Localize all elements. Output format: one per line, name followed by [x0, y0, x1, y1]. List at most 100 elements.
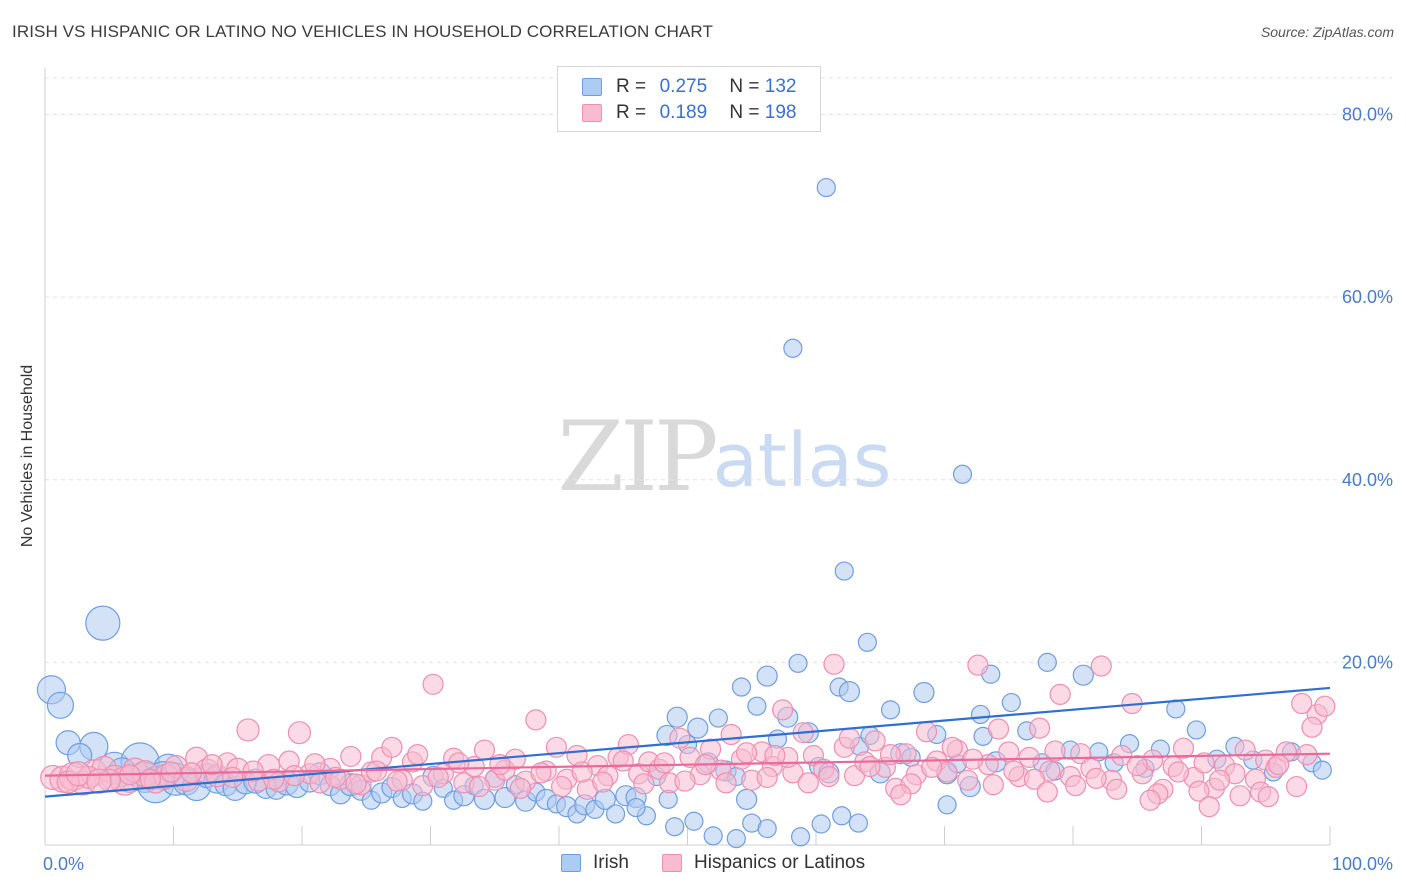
hispanic-point — [427, 766, 449, 789]
series-legend-irish[interactable]: Irish — [561, 852, 629, 874]
hispanic-point — [236, 718, 260, 742]
irish-point — [1166, 699, 1186, 719]
hispanic-point — [1049, 683, 1071, 705]
y-tick-label: 20.0% — [1342, 652, 1393, 672]
irish-trend-line — [44, 686, 1331, 798]
irish-point — [708, 708, 728, 728]
hispanic-point — [1090, 655, 1112, 677]
hispanic-point — [592, 771, 614, 793]
irish-point — [736, 788, 758, 810]
axes-layer — [44, 68, 1331, 846]
hispanic-point — [509, 777, 532, 799]
irish-point — [1001, 692, 1021, 713]
hispanic-point — [160, 761, 182, 783]
hispanic-point — [818, 765, 840, 788]
watermark-atlas: atlas — [713, 418, 892, 504]
hispanic-point — [982, 774, 1004, 796]
hispanic-point — [1044, 740, 1066, 762]
legend-r-value-irish: 0.275 — [659, 76, 708, 97]
hispanic-point — [653, 752, 675, 774]
hispanic-point — [1193, 752, 1215, 774]
hispanic-point — [1172, 737, 1195, 759]
hispanic-point — [771, 699, 794, 721]
hispanic-point — [1229, 785, 1251, 807]
hispanic-point — [864, 730, 886, 752]
series-legend-hispanic[interactable]: Hispanics or Latinos — [662, 852, 865, 874]
hispanic-point — [879, 744, 902, 766]
hispanic-point — [957, 769, 979, 791]
legend-n-value-irish: 132 — [764, 76, 797, 97]
hispanic-point — [1188, 780, 1210, 802]
irish-point — [747, 696, 767, 716]
hispanic-point — [263, 768, 285, 790]
hispanic-point — [1167, 761, 1189, 783]
irish-point — [731, 677, 752, 697]
irish-point — [788, 653, 808, 673]
trend-lines — [44, 686, 1331, 798]
hispanic-point — [86, 768, 112, 794]
irish-point — [811, 814, 831, 834]
irish-point — [1186, 720, 1206, 740]
hispanic-point — [1106, 778, 1128, 800]
hispanic-point — [756, 766, 778, 789]
hispanic-point — [571, 761, 593, 783]
hispanic-point — [381, 736, 403, 758]
hispanic-point — [797, 772, 819, 794]
hispanic-point — [1023, 768, 1046, 790]
irish-point — [726, 829, 746, 849]
irish-point — [46, 691, 75, 719]
hispanic-point — [340, 745, 362, 768]
irish-point — [1312, 760, 1332, 780]
legend-r-label: R = — [616, 76, 647, 97]
hispanic-point — [1285, 775, 1308, 798]
hispanic-point — [1111, 744, 1133, 767]
hispanic-point — [550, 775, 573, 798]
grid-layer — [45, 77, 1392, 663]
hispanic-point — [720, 723, 742, 746]
legend-n-label: N = — [729, 76, 760, 97]
tick-labels: 20.0% 40.0% 60.0% 80.0% 0.0% 100.0% — [43, 105, 1393, 874]
hispanic-point — [1085, 767, 1107, 789]
hispanic-point — [967, 654, 989, 676]
x-tick-label-min: 0.0% — [43, 854, 84, 874]
irish-point — [703, 826, 723, 846]
hispanic-point — [859, 755, 881, 778]
hispanic-point — [736, 742, 758, 764]
hispanic-point — [1139, 789, 1161, 811]
irish-point — [1072, 664, 1094, 686]
legend-row-hispanic: R = 0.189 N = 198 — [582, 101, 796, 125]
irish-point — [848, 813, 869, 833]
hispanic-point — [838, 727, 861, 749]
irish-point — [838, 680, 861, 703]
hispanic-point — [1003, 760, 1025, 782]
hispanic-point — [345, 773, 367, 795]
series-name-irish: Irish — [593, 852, 629, 873]
hispanic-point — [1208, 769, 1231, 791]
irish-point — [913, 681, 935, 704]
irish-point — [605, 804, 626, 824]
legend-n-value-hispanic: 198 — [764, 102, 797, 123]
hispanic-point — [287, 721, 312, 745]
irish-point — [626, 797, 646, 818]
series-swatch-hispanic — [662, 854, 682, 872]
irish-point — [857, 632, 878, 652]
irish-point — [880, 700, 901, 720]
irish-point — [783, 338, 803, 358]
hispanic-point — [525, 709, 547, 731]
hispanic-point — [1064, 775, 1087, 797]
hispanic-point — [1036, 781, 1058, 803]
correlation-legend: R = 0.275 N = 132 R = 0.189 N = 198 — [557, 66, 821, 132]
hispanic-point — [1028, 717, 1051, 739]
hispanic-point — [921, 756, 943, 778]
hispanic-point — [422, 673, 444, 695]
hispanic-point — [1257, 786, 1279, 808]
irish-point — [684, 811, 704, 831]
hispanic-trend-line — [44, 752, 1331, 777]
irish-point — [832, 806, 852, 826]
watermark-zip: ZIP — [557, 401, 716, 513]
hispanic-point — [1018, 746, 1040, 768]
hispanic-point — [1198, 796, 1220, 818]
series-swatch-irish — [561, 854, 581, 872]
source-label: Source: ZipAtlas.com — [1260, 24, 1394, 40]
